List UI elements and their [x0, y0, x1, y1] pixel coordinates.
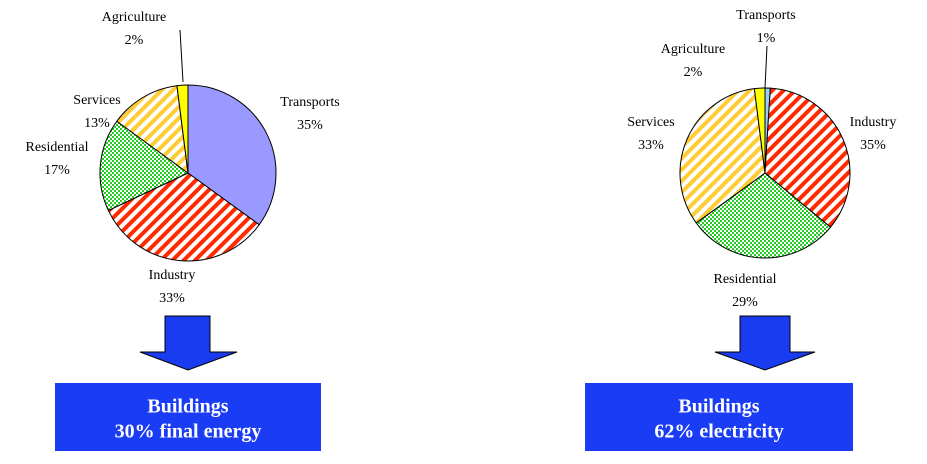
down-arrow [139, 315, 238, 371]
slice-label: Residential [26, 140, 89, 155]
pie-slice [99, 120, 189, 212]
pie-slice [679, 88, 766, 224]
summary-text: 30% final energy [115, 421, 262, 443]
slice-value-label: 29% [732, 295, 758, 310]
slice-value-label: 2% [684, 65, 703, 80]
slice-label: Agriculture [661, 42, 726, 57]
summary-text: 62% electricity [654, 421, 783, 443]
slice-label: Transports [736, 8, 795, 23]
summary-text: Buildings [678, 396, 759, 418]
pie-slice [116, 85, 189, 175]
summary-text: Buildings [147, 396, 228, 418]
pie-slice [764, 87, 851, 228]
leader-line [764, 45, 768, 89]
pie-slice [187, 84, 277, 226]
slice-value-label: 1% [757, 31, 776, 46]
summary-box [585, 383, 853, 451]
slice-label: Industry [850, 115, 897, 130]
slice-value-label: 35% [860, 138, 886, 153]
slice-value-label: 35% [297, 118, 323, 133]
slice-label: Services [627, 115, 674, 130]
pie-slice [176, 84, 189, 174]
slice-label: Services [73, 93, 120, 108]
slice-label: Agriculture [102, 10, 167, 25]
slice-label: Transports [280, 95, 339, 110]
pie-slice [107, 172, 260, 262]
summary-box [55, 383, 321, 451]
slice-value-label: 17% [44, 163, 70, 178]
slice-label: Residential [714, 272, 777, 287]
slice-value-label: 33% [638, 138, 664, 153]
down-arrow [714, 315, 816, 371]
slice-value-label: 2% [125, 33, 144, 48]
slice-value-label: 13% [84, 116, 110, 131]
leader-line [179, 29, 184, 83]
slice-label: Industry [149, 268, 196, 283]
pie-slice [695, 172, 832, 259]
slice-value-label: 33% [159, 291, 185, 306]
pie-slice [753, 87, 766, 174]
